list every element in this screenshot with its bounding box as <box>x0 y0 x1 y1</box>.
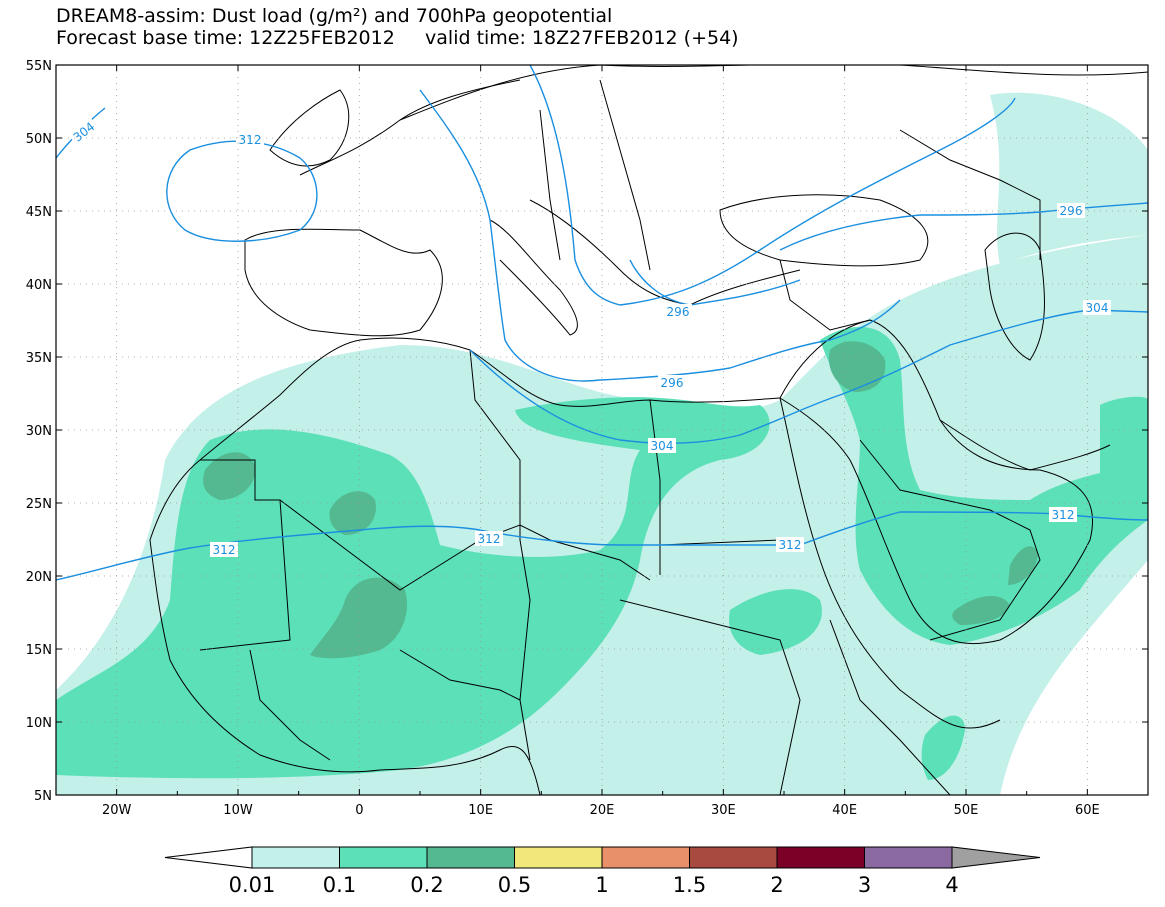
lat-label: 35N <box>26 351 52 366</box>
lon-label: 0 <box>355 803 363 818</box>
dust-shade-dark <box>952 595 1010 625</box>
border-line <box>249 649 331 761</box>
border-line <box>519 539 531 761</box>
border-line <box>619 599 801 795</box>
dust-shade-dark <box>828 341 886 392</box>
border-line <box>539 109 561 261</box>
lon-label: 50E <box>954 803 979 818</box>
contour-label: 312 <box>779 538 802 552</box>
dust-shade-dark <box>310 577 408 659</box>
lon-label: 20W <box>102 803 132 818</box>
dust-shade-dark <box>329 491 376 535</box>
colorbar-swatch <box>776 846 865 869</box>
lon-label: 40E <box>832 803 857 818</box>
colorbar-swatch <box>864 846 953 869</box>
border-line <box>859 439 1041 641</box>
coastline-gulf-of-guinea <box>149 539 541 795</box>
colorbar-label: 4 <box>945 873 958 897</box>
contour-304-east <box>779 202 1148 251</box>
coastline-italy <box>489 219 578 336</box>
contour-label: 296 <box>667 305 690 319</box>
contour-label: 312 <box>1052 508 1075 522</box>
border-line <box>399 649 521 701</box>
lat-label: 20N <box>26 570 52 585</box>
contour-304-mid <box>469 309 1148 444</box>
longitude-axis: 20W 10W 0 10E 20E 30E 40E 50E 60E <box>55 65 1149 818</box>
dust-shade-light <box>990 92 1148 265</box>
lat-label: 10N <box>26 716 52 731</box>
lat-label: 25N <box>26 497 52 512</box>
colorbar-swatch <box>514 846 603 869</box>
colorbar-swatch <box>339 846 428 869</box>
colorbar-label: 1 <box>595 873 608 897</box>
colorbar-label: 0.01 <box>229 873 276 897</box>
lat-label: 50N <box>26 132 52 147</box>
coastline-arabia <box>779 319 1094 645</box>
coastline-east-africa <box>779 397 1001 729</box>
graticule-grid <box>56 65 1148 795</box>
colorbar-swatch <box>689 846 778 869</box>
lat-label: 55N <box>26 59 52 74</box>
border-line <box>599 79 651 271</box>
contour-label: 312 <box>478 532 501 546</box>
coastline-layer <box>149 65 1148 795</box>
lat-label: 5N <box>34 789 52 804</box>
border-line <box>469 349 521 540</box>
lat-label: 40N <box>26 278 52 293</box>
coastline-caspian <box>984 232 1045 361</box>
contour-east-296 <box>529 65 1016 306</box>
colorbar-label: 1.5 <box>673 873 706 897</box>
lon-label: 10W <box>223 803 253 818</box>
colorbar-swatch <box>251 846 340 869</box>
colorbar-swatch <box>601 846 690 869</box>
lon-label: 20E <box>590 803 615 818</box>
lon-label: 60E <box>1075 803 1100 818</box>
contour-central <box>419 89 901 382</box>
dust-shade-medium <box>729 589 822 655</box>
colorbar-label: 0.1 <box>323 873 356 897</box>
colorbar-label: 0.5 <box>498 873 531 897</box>
colorbar-label: 2 <box>770 873 783 897</box>
colorbar-over-arrow <box>951 846 1041 869</box>
lon-label: 10E <box>468 803 493 818</box>
dust-shade-medium <box>1100 396 1148 500</box>
latitude-axis: 55N 50N 45N 40N 35N 30N 25N 20N 15N 10N 5N <box>26 59 1148 804</box>
coastline-north-europe <box>399 65 1148 121</box>
lon-label: 30E <box>711 803 736 818</box>
coastline-iberia <box>244 228 443 337</box>
colorbar-label: 0.2 <box>410 873 443 897</box>
colorbar-legend: 0.01 0.1 0.2 0.5 1 1.5 2 3 4 <box>164 846 1041 897</box>
colorbar-swatch <box>426 846 515 869</box>
coastline-black-sea <box>719 194 929 267</box>
lat-label: 45N <box>26 205 52 220</box>
border-line <box>779 259 871 331</box>
border-line <box>899 129 1041 260</box>
lat-label: 15N <box>26 643 52 658</box>
contour-label: 312 <box>239 133 262 147</box>
contour-312-low <box>166 140 318 242</box>
map-title: DREAM8-assim: Dust load (g/m²) and 700hP… <box>56 5 613 27</box>
contour-label: 304 <box>1086 301 1109 315</box>
coastline-britain <box>269 89 350 167</box>
dust-shade-dark <box>203 452 256 500</box>
border-line <box>649 399 661 575</box>
coastline-west-africa <box>149 337 781 541</box>
lat-label: 30N <box>26 424 52 439</box>
contour-label: 304 <box>651 439 674 453</box>
dust-shade-dark <box>1008 546 1038 585</box>
colorbar-under-arrow <box>164 846 253 869</box>
border-line <box>199 459 291 651</box>
dust-shade-medium <box>921 715 965 780</box>
coastline-balkans-greece <box>529 199 801 306</box>
colorbar-label: 3 <box>858 873 871 897</box>
map-subtitle: Forecast base time: 12Z25FEB2012 valid t… <box>56 27 739 49</box>
contour-label: 312 <box>213 543 236 557</box>
contour-label: 296 <box>661 376 684 390</box>
dust-shade-medium <box>820 326 1148 645</box>
